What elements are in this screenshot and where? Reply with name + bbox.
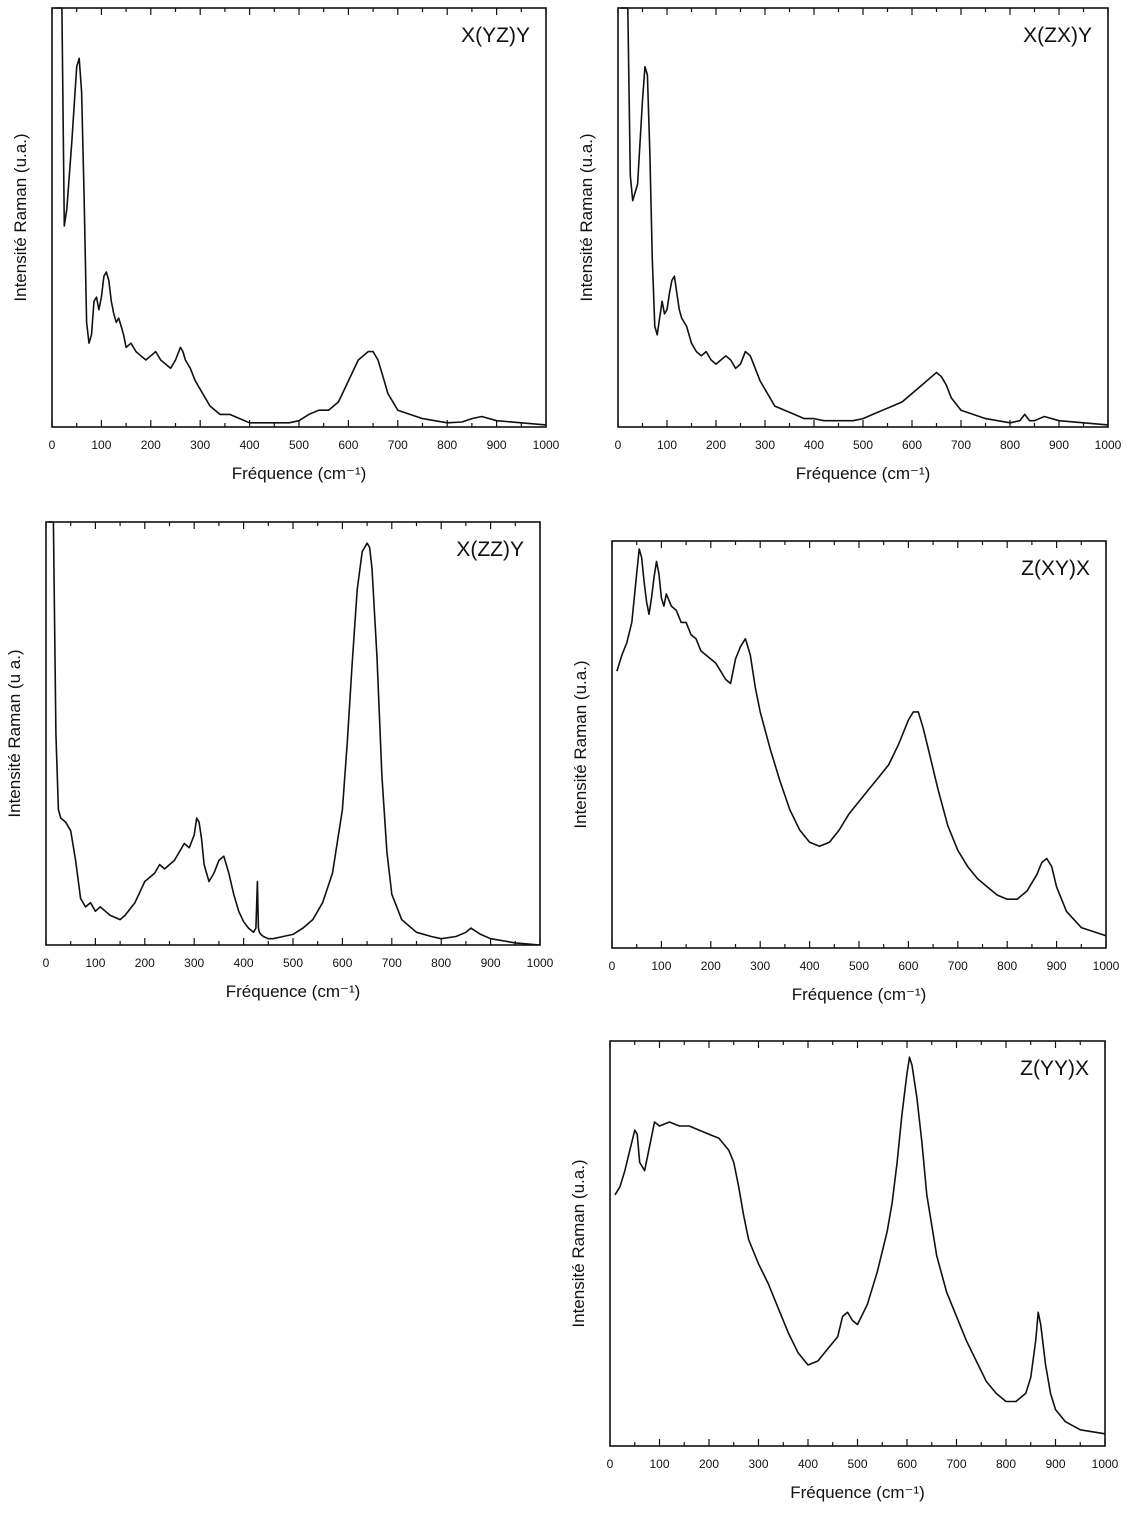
x-tick-label: 600 [898, 959, 918, 973]
x-tick-label: 300 [750, 959, 770, 973]
x-tick-label: 400 [804, 438, 824, 452]
panels: 0 100 200 300 400 500 600 700 800 900 1000X(YZ)YFr… [5, 7, 1122, 1502]
y-axis-label: Intensité Raman (u.a.) [11, 133, 30, 301]
x-tick-label: 0 [607, 1457, 614, 1471]
x-tick-label: 0 [43, 956, 50, 970]
y-axis-label: Intensité Raman (u.a.) [569, 1159, 588, 1327]
x-tick-label: 700 [951, 438, 971, 452]
x-tick-label: 0 [609, 959, 616, 973]
x-tick-label: 100 [649, 1457, 669, 1471]
x-tick-label: 900 [1049, 438, 1069, 452]
x-tick-label: 400 [800, 959, 820, 973]
chart-panel-5: 0 100 200 300 400 500 600 700 800 900 1000 Z(YY)X Fr… [569, 1040, 1119, 1502]
x-tick-label: 900 [481, 956, 501, 970]
x-tick-label: 300 [184, 956, 204, 970]
x-tick-label: 200 [706, 438, 726, 452]
x-tick-label: 100 [91, 438, 111, 452]
chart-title: X(YZ)Y [461, 24, 530, 47]
x-tick-label: 600 [902, 438, 922, 452]
x-tick-label: 500 [853, 438, 873, 452]
x-tick-label: 300 [755, 438, 775, 452]
spectrum-line [616, 548, 1107, 937]
x-axis-label: Fréquence (cm⁻¹) [226, 982, 361, 1001]
x-tick-label: 600 [338, 438, 358, 452]
y-axis-label: Intensité Raman (u.a.) [577, 133, 596, 301]
chart-panel-1: 0 100 200 300 400 500 600 700 800 900 1000 X(YZ)Y Fr… [11, 7, 560, 483]
x-tick-label: 100 [85, 956, 105, 970]
chart-panel-2: 0 100 200 300 400 500 600 700 800 900 1000 X(ZX)Y Fr… [577, 7, 1122, 483]
x-tick-label: 300 [190, 438, 210, 452]
x-axis-label: Fréquence (cm⁻¹) [792, 985, 927, 1004]
chart-title: X(ZX)Y [1023, 24, 1092, 47]
x-tick-label: 300 [748, 1457, 768, 1471]
x-tick-label: 0 [615, 438, 622, 452]
x-axis-label: Fréquence (cm⁻¹) [232, 464, 367, 483]
spectrum-line [614, 1056, 1106, 1435]
x-tick-label: 200 [135, 956, 155, 970]
x-tick-label: 800 [997, 959, 1017, 973]
x-tick-label: 200 [699, 1457, 719, 1471]
x-tick-label: 900 [1047, 959, 1067, 973]
x-tick-label: 600 [332, 956, 352, 970]
x-tick-label: 1000 [1093, 959, 1120, 973]
x-tick-label: 100 [651, 959, 671, 973]
x-tick-label: 500 [847, 1457, 867, 1471]
x-tick-label: 900 [487, 438, 507, 452]
x-tick-label: 700 [946, 1457, 966, 1471]
x-tick-label: 800 [431, 956, 451, 970]
x-tick-label: 500 [283, 956, 303, 970]
x-tick-label: 700 [948, 959, 968, 973]
chart-title: Z(YY)X [1020, 1057, 1089, 1080]
x-tick-label: 800 [437, 438, 457, 452]
x-tick-label: 400 [798, 1457, 818, 1471]
x-tick-label: 500 [849, 959, 869, 973]
y-axis-label: Intensité Raman (u a.) [5, 649, 24, 817]
x-tick-label: 1000 [527, 956, 554, 970]
x-tick-label: 400 [234, 956, 254, 970]
chart-title: X(ZZ)Y [456, 538, 524, 561]
chart-title: Z(XY)X [1021, 557, 1090, 580]
x-tick-label: 1000 [533, 438, 560, 452]
x-tick-label: 600 [897, 1457, 917, 1471]
y-axis-label: Intensité Raman (u.a.) [571, 660, 590, 828]
x-axis-label: Fréquence (cm⁻¹) [796, 464, 931, 483]
x-tick-label: 1000 [1092, 1457, 1119, 1471]
chart-panel-3: 0 100 200 300 400 500 600 700 800 900 1000 X(ZZ)Y Fr… [5, 521, 554, 1001]
x-axis-label: Fréquence (cm⁻¹) [790, 1483, 925, 1502]
x-tick-label: 500 [289, 438, 309, 452]
x-tick-label: 200 [141, 438, 161, 452]
x-tick-label: 800 [1000, 438, 1020, 452]
x-tick-label: 0 [49, 438, 56, 452]
x-tick-label: 800 [996, 1457, 1016, 1471]
x-tick-label: 900 [1045, 1457, 1065, 1471]
x-tick-label: 100 [657, 438, 677, 452]
spectrum-line [48, 521, 541, 946]
x-tick-label: 400 [240, 438, 260, 452]
x-tick-label: 700 [382, 956, 402, 970]
spectrum-line [54, 7, 547, 426]
x-tick-label: 700 [388, 438, 408, 452]
spectrum-line [620, 7, 1109, 426]
x-tick-label: 200 [701, 959, 721, 973]
x-tick-label: 1000 [1095, 438, 1122, 452]
chart-panel-4: 0 100 200 300 400 500 600 700 800 900 1000 Z(XY)X Fr… [571, 540, 1120, 1004]
